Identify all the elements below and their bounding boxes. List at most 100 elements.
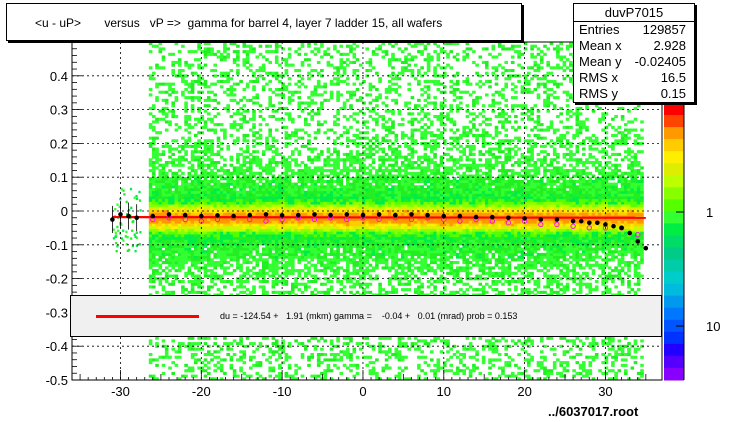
heatmap-cell [278, 204, 282, 208]
heatmap-cell [378, 93, 382, 97]
heatmap-cell [300, 220, 305, 224]
heatmap-cell [213, 228, 217, 232]
heatmap-cell [177, 196, 182, 200]
heatmap-cell [371, 204, 376, 208]
heatmap-cell [320, 258, 324, 262]
heatmap-cell [207, 163, 211, 167]
heatmap-cell [375, 171, 379, 175]
heatmap-cell [271, 255, 276, 259]
heatmap-cell [158, 158, 163, 162]
heatmap-cell [148, 50, 153, 54]
heatmap-cell [148, 206, 153, 210]
heatmap-cell [261, 377, 266, 381]
heatmap-cell [388, 179, 392, 183]
heatmap-cell [391, 258, 395, 262]
heatmap-cell [226, 234, 230, 238]
heatmap-cell [148, 196, 153, 200]
heatmap-cell [304, 282, 308, 286]
heatmap-cell [310, 174, 314, 178]
heatmap-cell [381, 258, 386, 262]
heatmap-cell [187, 190, 192, 194]
heatmap-cell [362, 204, 366, 208]
heatmap-cell [362, 198, 366, 202]
heatmap-cell [213, 152, 217, 156]
heatmap-cell [284, 188, 289, 192]
heatmap-cell [236, 231, 240, 235]
heatmap-cell [258, 212, 263, 216]
heatmap-cell [152, 120, 156, 124]
heatmap-cell [278, 377, 282, 381]
heatmap-cell [152, 271, 156, 275]
heatmap-cell [200, 161, 205, 165]
heatmap-cell [155, 231, 159, 235]
heatmap-cell [190, 255, 195, 259]
heatmap-cell [226, 171, 230, 175]
heatmap-cell [391, 288, 395, 292]
heatmap-cell [239, 239, 243, 243]
heatmap-cell [249, 185, 253, 189]
heatmap-cell [155, 220, 159, 224]
heatmap-cell [274, 344, 279, 348]
heatmap-cell [223, 185, 227, 189]
heatmap-cell [200, 82, 205, 86]
heatmap-cell [346, 185, 350, 189]
heatmap-cell [381, 228, 386, 232]
heatmap-cell [239, 177, 243, 181]
heatmap-cell [287, 190, 292, 194]
heatmap-cell [207, 234, 211, 238]
heatmap-cell [394, 288, 399, 292]
heatmap-cell [381, 196, 386, 200]
heatmap-cell [194, 142, 198, 146]
heatmap-cell [155, 190, 159, 194]
heatmap-cell [391, 98, 395, 102]
heatmap-cell [381, 171, 386, 175]
heatmap-cell [216, 50, 221, 54]
heatmap-cell [336, 239, 340, 243]
heatmap-cell [388, 244, 392, 248]
heatmap-cell [310, 247, 314, 251]
heatmap-cell [381, 244, 386, 248]
heatmap-cell [278, 242, 282, 246]
heatmap-cell [336, 234, 340, 238]
heatmap-cell [333, 190, 337, 194]
heatmap-cell [171, 225, 175, 229]
heatmap-cell [239, 274, 243, 278]
heatmap-cell [261, 69, 266, 73]
heatmap-cell [168, 282, 172, 286]
heatmap-cell [297, 90, 302, 94]
heatmap-cell [236, 252, 240, 256]
heatmap-cell [265, 166, 269, 170]
heatmap-cell [232, 50, 237, 54]
heatmap-cell [326, 244, 331, 248]
heatmap-cell [329, 190, 334, 194]
heatmap-cell [194, 58, 198, 62]
heatmap-cell [261, 225, 266, 229]
heatmap-cell [242, 206, 247, 210]
heatmap-cell [184, 209, 188, 213]
heatmap-cell [245, 234, 250, 238]
heatmap-cell [342, 242, 347, 246]
heatmap-cell [184, 236, 188, 240]
heatmap-cell [252, 112, 256, 116]
heatmap-cell [177, 212, 182, 216]
heatmap-cell [281, 290, 285, 294]
heatmap-cell [287, 47, 292, 51]
heatmap-cell [336, 212, 340, 216]
heatmap-cell [207, 231, 211, 235]
heatmap-cell [333, 271, 337, 275]
heatmap-cell [200, 201, 205, 205]
heatmap-cell [242, 109, 247, 113]
heatmap-cell [371, 369, 376, 373]
heatmap-cell [152, 44, 156, 48]
heatmap-cell [216, 234, 221, 238]
heatmap-cell [236, 136, 240, 140]
heatmap-cell [171, 198, 175, 202]
heatmap-cell [161, 198, 166, 202]
heatmap-cell [255, 261, 260, 265]
heatmap-cell [252, 150, 256, 154]
heatmap-cell [207, 50, 211, 54]
heatmap-cell [397, 353, 402, 357]
heatmap-cell [271, 196, 276, 200]
heatmap-cell [239, 169, 243, 173]
heatmap-cell [329, 204, 334, 208]
